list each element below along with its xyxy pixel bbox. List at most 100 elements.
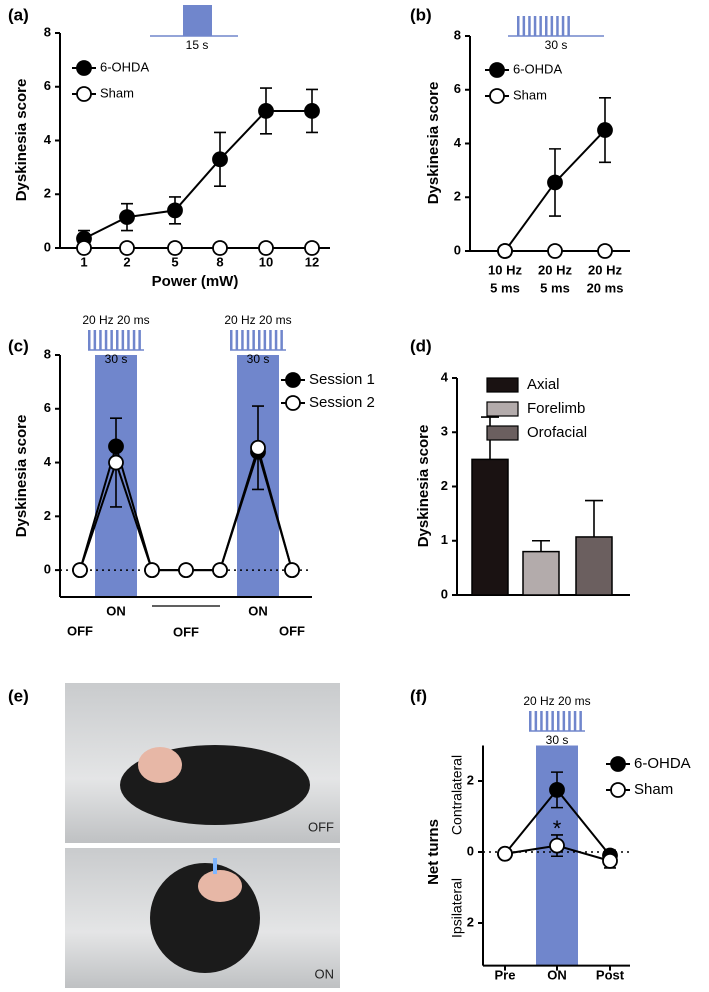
stim-pulse xyxy=(539,16,542,36)
point xyxy=(284,562,300,579)
point xyxy=(212,240,228,256)
stim-label: 30 s xyxy=(546,733,569,747)
stim-pulse xyxy=(252,330,255,350)
stim-pulse xyxy=(561,16,565,36)
y-tick-label: 6 xyxy=(44,78,51,93)
y-tick-label: 8 xyxy=(44,24,51,39)
x-tick-label: Pre xyxy=(495,967,516,982)
y-tick-label: 3 xyxy=(441,424,448,439)
x-tick-label: 8 xyxy=(216,254,223,269)
point xyxy=(497,243,513,259)
stim-pulse xyxy=(529,711,532,731)
x-tick-label: ON xyxy=(248,603,268,618)
mouse-head xyxy=(198,870,242,902)
point xyxy=(212,562,228,579)
stim-pulse xyxy=(121,330,125,350)
stim-pulse xyxy=(263,330,267,350)
x-tick-label: 2 xyxy=(123,254,130,269)
stim-pulse xyxy=(241,330,244,350)
x-tick-label: OFF xyxy=(279,623,305,638)
x-tick-label: OFF xyxy=(67,623,93,638)
y-tick-label: 2 xyxy=(44,508,51,523)
stim-pulse xyxy=(568,711,571,731)
x-tick-label: OFF xyxy=(173,624,199,639)
x-tick-label: ON xyxy=(547,967,567,982)
y-tick-label: 6 xyxy=(44,400,51,415)
y-tick-label: 2 xyxy=(454,189,461,204)
y-tick-label: 2 xyxy=(467,914,474,929)
stim-pulse xyxy=(550,16,554,36)
point xyxy=(178,562,194,579)
legend-swatch xyxy=(486,425,519,441)
bar xyxy=(575,536,613,596)
stim-label: 20 Hz 20 ms xyxy=(82,313,149,327)
legend-label: Sham xyxy=(513,87,547,102)
stim-pulse xyxy=(534,711,538,731)
point xyxy=(597,243,613,259)
series-line xyxy=(83,109,312,240)
x-tick-label: 10 Hz xyxy=(488,262,522,277)
stim-pulse xyxy=(528,16,531,36)
point xyxy=(250,439,266,456)
point xyxy=(547,174,563,191)
x-tick-label: 1 xyxy=(80,254,87,269)
stim-pulse xyxy=(183,5,212,36)
y-tick-label: 4 xyxy=(44,132,52,147)
stim-pulse xyxy=(110,330,113,350)
stim-pulse xyxy=(88,330,91,350)
legend-label: Sham xyxy=(100,85,134,100)
bar xyxy=(471,458,509,596)
y-tick-label: 2 xyxy=(467,772,474,787)
panel-label: (f) xyxy=(410,686,427,705)
point xyxy=(76,240,92,256)
y-tick-label: 2 xyxy=(441,478,448,493)
point xyxy=(304,103,320,119)
legend-label: Forelimb xyxy=(527,400,585,417)
legend-label: Session 2 xyxy=(309,394,375,411)
legend-label: Session 1 xyxy=(309,371,375,388)
legend-marker xyxy=(285,395,301,411)
light xyxy=(213,858,217,874)
point xyxy=(167,202,183,219)
stim-label: 20 Hz 20 ms xyxy=(224,313,291,327)
point xyxy=(258,103,274,119)
panel-label: (b) xyxy=(410,5,432,24)
legend-label: Orofacial xyxy=(527,424,587,441)
x-tick-label: 5 xyxy=(171,254,178,269)
stim-pulse xyxy=(579,711,582,731)
stim-pulse xyxy=(533,16,537,36)
stim-pulse xyxy=(517,16,520,36)
stim-pulse xyxy=(258,330,261,350)
stim-pulse xyxy=(104,330,108,350)
x-tick-label: 20 Hz xyxy=(588,262,622,277)
y-axis-label: Net turns xyxy=(425,819,442,885)
y-axis-label: Dyskinesia score xyxy=(415,425,432,548)
legend-swatch xyxy=(486,377,519,393)
legend-marker xyxy=(610,756,626,772)
stim-label: 30 s xyxy=(105,352,128,366)
point xyxy=(597,122,613,138)
y-tick-label: 2 xyxy=(44,186,51,201)
error-bar xyxy=(585,499,603,537)
point xyxy=(549,781,565,798)
y-axis-label: Dyskinesia score xyxy=(13,415,30,538)
x-tick-label: 5 ms xyxy=(540,280,570,295)
stim-pulse xyxy=(280,330,283,350)
stim-pulse xyxy=(269,330,272,350)
bar xyxy=(522,550,560,596)
photo-label: OFF xyxy=(308,819,334,834)
point xyxy=(167,240,183,256)
y-tick-label: 4 xyxy=(454,135,462,150)
legend-marker xyxy=(76,60,92,76)
point xyxy=(72,562,88,579)
x-tick-label: ON xyxy=(106,603,126,618)
stim-pulse xyxy=(116,330,119,350)
stim-label: 20 Hz 20 ms xyxy=(523,694,590,708)
point xyxy=(547,243,563,259)
legend-label: 6-OHDA xyxy=(513,61,562,76)
stim-pulse xyxy=(127,330,130,350)
legend-marker xyxy=(489,62,505,78)
significance: * xyxy=(553,816,562,841)
stim-pulse xyxy=(551,711,554,731)
